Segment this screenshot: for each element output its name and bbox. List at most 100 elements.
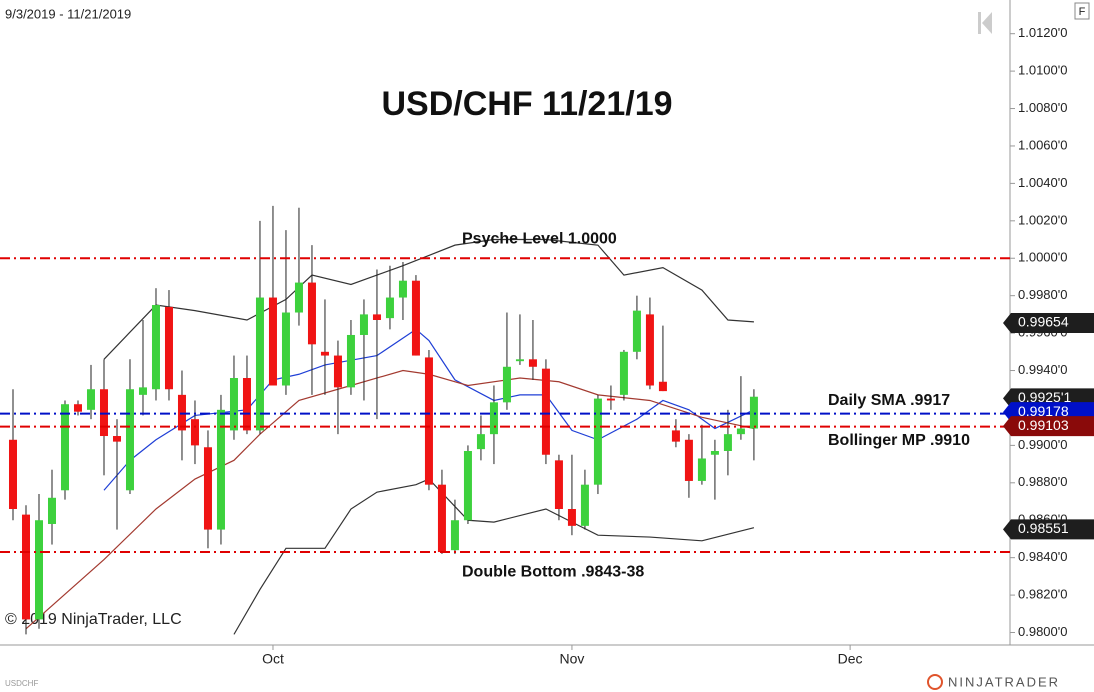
corner-button-label: F bbox=[1079, 6, 1086, 18]
x-tick-label: Dec bbox=[838, 651, 863, 667]
candle-body bbox=[437, 484, 446, 553]
candle-body bbox=[86, 389, 95, 410]
candle-body bbox=[372, 314, 381, 320]
candle-body bbox=[333, 355, 342, 388]
candle-body bbox=[736, 428, 745, 435]
y-tick-label: 1.0020'0 bbox=[1018, 212, 1067, 227]
candle-body bbox=[346, 334, 355, 388]
candle-body bbox=[710, 450, 719, 455]
price-tag-label: 0.99103 bbox=[1018, 417, 1069, 433]
candle-body bbox=[684, 439, 693, 481]
y-tick-label: 0.9800'0 bbox=[1018, 624, 1067, 639]
candle-body bbox=[554, 460, 563, 510]
candle-body bbox=[606, 398, 615, 401]
candle-body bbox=[151, 305, 160, 390]
candle-body bbox=[463, 450, 472, 521]
copyright: © 2019 NinjaTrader, LLC bbox=[5, 611, 182, 628]
level-annotation: Psyche Level 1.0000 bbox=[462, 230, 617, 247]
candle-body bbox=[307, 282, 316, 345]
price-tag bbox=[1003, 416, 1094, 437]
candle-body bbox=[242, 378, 251, 431]
price-tag-label: 0.9925'1 bbox=[1018, 389, 1071, 405]
logo: NINJATRADER bbox=[948, 674, 1060, 689]
collapse-arrow bbox=[982, 12, 992, 34]
candle-body bbox=[671, 430, 680, 442]
y-tick-label: 0.9880'0 bbox=[1018, 474, 1067, 489]
candle-body bbox=[8, 439, 17, 510]
y-tick-label: 1.0060'0 bbox=[1018, 137, 1067, 152]
y-tick-label: 0.9940'0 bbox=[1018, 362, 1067, 377]
candle-body bbox=[515, 359, 524, 362]
corner-button[interactable] bbox=[1074, 2, 1090, 20]
candle-body bbox=[450, 520, 459, 551]
collapse-icon[interactable] bbox=[978, 12, 992, 34]
y-tick-label: 1.0040'0 bbox=[1018, 175, 1067, 190]
candle-body bbox=[658, 381, 667, 392]
x-tick-label: Nov bbox=[559, 651, 584, 667]
candle-body bbox=[385, 297, 394, 319]
candle-body bbox=[164, 306, 173, 390]
candle-body bbox=[60, 404, 69, 491]
logo-icon bbox=[927, 674, 943, 690]
candle-body bbox=[411, 280, 420, 356]
candle-body bbox=[398, 280, 407, 298]
y-tick-label: 0.9980'0 bbox=[1018, 287, 1067, 302]
candle-body bbox=[489, 402, 498, 435]
price-tag-label: 0.98551 bbox=[1018, 520, 1069, 536]
indicator-line bbox=[103, 238, 754, 360]
candle-body bbox=[47, 497, 56, 524]
candle-body bbox=[697, 458, 706, 481]
candle-body bbox=[216, 409, 225, 530]
candle-body bbox=[320, 351, 329, 356]
y-tick-label: 0.9820'0 bbox=[1018, 587, 1067, 602]
candle-body bbox=[255, 297, 264, 431]
collapse-bar bbox=[978, 12, 981, 34]
level-annotation: Bollinger MP .9910 bbox=[828, 432, 970, 449]
y-tick-label: 0.9900'0 bbox=[1018, 437, 1067, 452]
y-tick-label: 1.0100'0 bbox=[1018, 63, 1067, 78]
candle-body bbox=[21, 514, 30, 620]
candle-body bbox=[359, 314, 368, 335]
level-annotation: Daily SMA .9917 bbox=[828, 392, 950, 409]
candle-body bbox=[203, 447, 212, 530]
price-tag-label: 0.99654 bbox=[1018, 314, 1069, 330]
candle-body bbox=[567, 509, 576, 526]
candle-body bbox=[268, 297, 277, 386]
candle-body bbox=[476, 434, 485, 450]
y-tick-label: 1.0120'0 bbox=[1018, 25, 1067, 40]
candle-body bbox=[528, 359, 537, 367]
candle-body bbox=[541, 368, 550, 455]
candle-body bbox=[138, 387, 147, 395]
candle-body bbox=[619, 351, 628, 395]
candle-body bbox=[749, 396, 758, 429]
candle-body bbox=[632, 310, 641, 352]
candle-body bbox=[112, 436, 121, 442]
candle-body bbox=[424, 357, 433, 485]
x-tick-label: Oct bbox=[262, 651, 284, 667]
symbol: USDCHF bbox=[5, 679, 38, 688]
date-range: 9/3/2019 - 11/21/2019 bbox=[5, 6, 131, 21]
candle-body bbox=[73, 404, 82, 412]
candle-body bbox=[229, 378, 238, 431]
y-tick-label: 1.0000'0 bbox=[1018, 250, 1067, 265]
price-tag-label: 0.99178 bbox=[1018, 403, 1069, 419]
level-annotation: Double Bottom .9843-38 bbox=[462, 563, 644, 580]
candle-body bbox=[294, 282, 303, 313]
candle-body bbox=[502, 366, 511, 403]
candle-body bbox=[645, 314, 654, 386]
candle-body bbox=[125, 389, 134, 491]
candle-body bbox=[34, 520, 43, 620]
candle-body bbox=[580, 484, 589, 526]
y-tick-label: 0.9840'0 bbox=[1018, 549, 1067, 564]
y-tick-label: 1.0080'0 bbox=[1018, 100, 1067, 115]
candle-body bbox=[190, 419, 199, 446]
price-tag bbox=[1003, 312, 1094, 333]
indicator-line bbox=[233, 478, 755, 635]
candle-body bbox=[723, 434, 732, 451]
indicator-line bbox=[25, 369, 755, 630]
price-tag bbox=[1003, 519, 1094, 540]
chart-title: USD/CHF 11/21/19 bbox=[381, 85, 672, 123]
candle-body bbox=[593, 398, 602, 485]
